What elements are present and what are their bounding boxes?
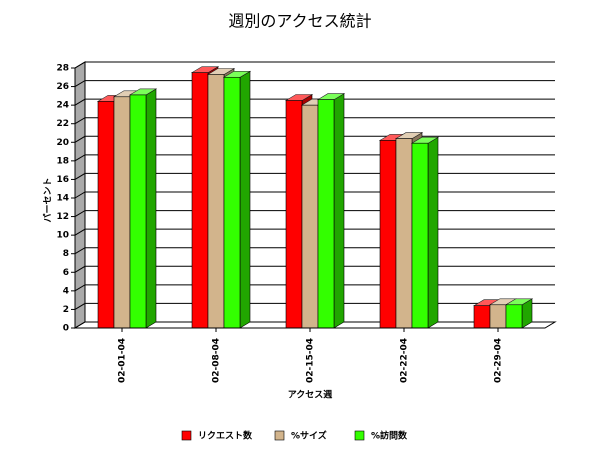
legend-swatch (181, 430, 192, 441)
bar-side-shade (240, 71, 250, 329)
bar-top-shade (396, 132, 422, 139)
bar-top-shade (474, 299, 500, 306)
y-tick-label: 26 (56, 82, 69, 92)
bar-front (207, 74, 225, 329)
x-tick-label: 02-08-04 (212, 338, 222, 383)
chart-title: 週別のアクセス統計 (228, 12, 371, 31)
x-axis-label: アクセス週 (288, 390, 334, 401)
bar (410, 136, 440, 329)
y-tick-label: 4 (63, 286, 69, 296)
bar-top-shade (224, 71, 250, 78)
bar-front (317, 99, 335, 329)
x-tick-label: 02-01-04 (118, 338, 128, 383)
bar-front (395, 138, 413, 329)
bar-front (473, 305, 491, 329)
bar-side-shade (522, 298, 532, 328)
bar-front (285, 100, 303, 329)
grid-line (74, 80, 555, 88)
bar (222, 70, 252, 329)
x-tick-label: 02-29-04 (494, 338, 504, 383)
bar-front (129, 94, 147, 329)
bar-front (505, 304, 523, 329)
bar (504, 298, 534, 329)
bar-top-shade (380, 134, 406, 141)
y-tick-label: 0 (63, 324, 69, 334)
legend-label: リクエスト数 (198, 430, 253, 442)
bar-top-shade (318, 93, 344, 100)
bar-front (113, 96, 131, 329)
legend-label: %サイズ (291, 430, 327, 442)
grid-line (74, 117, 555, 125)
bar-side-shade (428, 137, 438, 328)
y-tick-label: 10 (56, 231, 69, 241)
grid-line (74, 98, 555, 106)
x-tick-label: 02-15-04 (306, 338, 316, 383)
bar-front (191, 72, 209, 329)
bar-top-shade (412, 137, 438, 144)
bar-front (97, 101, 115, 329)
bar-top-shade (130, 88, 156, 95)
bar-top-shade (506, 298, 532, 305)
bar (128, 88, 158, 329)
bar-front (301, 104, 319, 329)
y-tick-label: 20 (56, 138, 69, 148)
y-tick-label: 22 (56, 119, 69, 129)
bar-front (223, 76, 241, 329)
x-tick-label: 02-22-04 (400, 338, 410, 383)
grid-line (74, 61, 555, 69)
y-tick-label: 28 (56, 64, 69, 74)
y-tick-label: 8 (63, 249, 69, 259)
y-tick-label: 24 (56, 101, 69, 111)
y-tick-label: 14 (56, 194, 69, 204)
bar-top-shade (490, 298, 516, 305)
bar-front (411, 142, 429, 329)
y-tick-label: 16 (56, 175, 69, 185)
y-axis-label: パーセント (42, 177, 54, 222)
bar-top-shade (114, 90, 140, 97)
bar-top-shade (192, 66, 218, 73)
bar-front (489, 304, 507, 329)
y-tick-label: 2 (63, 305, 69, 315)
bar-top-shade (208, 68, 234, 75)
legend-swatch (274, 430, 285, 441)
legend-label: %訪問数 (371, 430, 408, 442)
bar (316, 93, 346, 329)
bar-top-shade (286, 94, 312, 101)
y-tick-label: 12 (56, 212, 69, 222)
bar-front (379, 140, 397, 329)
bar-side-shade (334, 93, 344, 328)
legend-swatch (354, 430, 365, 441)
bar-side-shade (146, 88, 156, 328)
y-tick-label: 18 (56, 156, 69, 166)
y-tick-label: 6 (63, 268, 69, 278)
